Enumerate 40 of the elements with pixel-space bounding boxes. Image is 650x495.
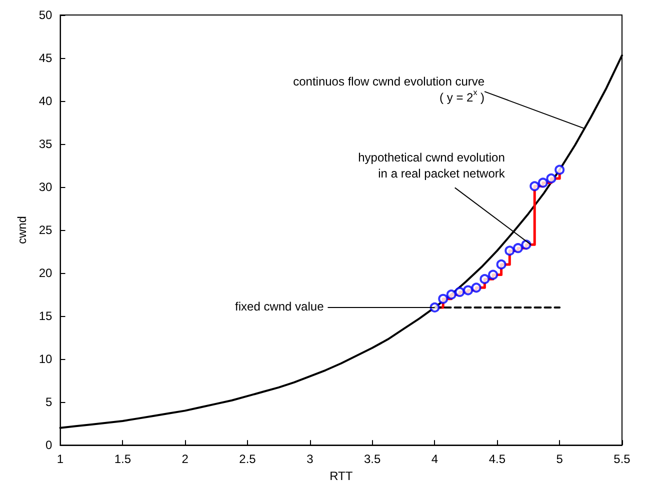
x-tick-label: 2 bbox=[182, 452, 189, 466]
annotation: hypothetical cwnd evolution in a real packet network bbox=[358, 150, 506, 181]
x-tick-label: 2.5 bbox=[239, 452, 256, 466]
x-tick-label: 1 bbox=[56, 452, 64, 466]
y-tick-label: 30 bbox=[38, 180, 53, 194]
x-tick-label: 1.5 bbox=[114, 452, 132, 466]
point bbox=[496, 259, 506, 270]
x-axis-title: RTT bbox=[330, 469, 354, 483]
x-tick-label: 5.5 bbox=[614, 452, 631, 466]
y-tick-label: 25 bbox=[38, 223, 53, 238]
y-tick-label: 35 bbox=[38, 137, 53, 152]
point bbox=[538, 178, 548, 188]
annotation: fixed cwnd value bbox=[235, 299, 324, 314]
point bbox=[454, 286, 465, 297]
x-tick-label: 5 bbox=[556, 452, 564, 466]
point bbox=[554, 164, 565, 175]
y-tick-label: 10 bbox=[38, 352, 53, 366]
point bbox=[446, 290, 456, 300]
point bbox=[471, 282, 482, 293]
point bbox=[480, 274, 490, 284]
y-tick-label: 20 bbox=[38, 266, 53, 280]
point bbox=[530, 181, 540, 192]
y-axis-title: cwnd bbox=[15, 216, 29, 244]
y-tick-label: 40 bbox=[38, 94, 53, 108]
y-tick-label: 50 bbox=[38, 8, 53, 22]
x-tick-label: 3 bbox=[306, 452, 314, 466]
point bbox=[513, 243, 524, 254]
y-tick-label: 0 bbox=[46, 438, 53, 452]
point bbox=[504, 246, 515, 256]
x-tick-label: 4 bbox=[431, 452, 438, 466]
point bbox=[463, 285, 474, 296]
y-tick-label: 15 bbox=[38, 309, 53, 324]
point bbox=[438, 294, 448, 304]
x-tick-label: 4.5 bbox=[488, 452, 506, 466]
point bbox=[546, 173, 556, 184]
x-tick-label: 3.5 bbox=[364, 452, 381, 466]
y-tick-label: 45 bbox=[38, 51, 53, 66]
y-tick-label: 5 bbox=[46, 395, 53, 410]
point bbox=[488, 270, 498, 280]
point bbox=[430, 302, 440, 312]
